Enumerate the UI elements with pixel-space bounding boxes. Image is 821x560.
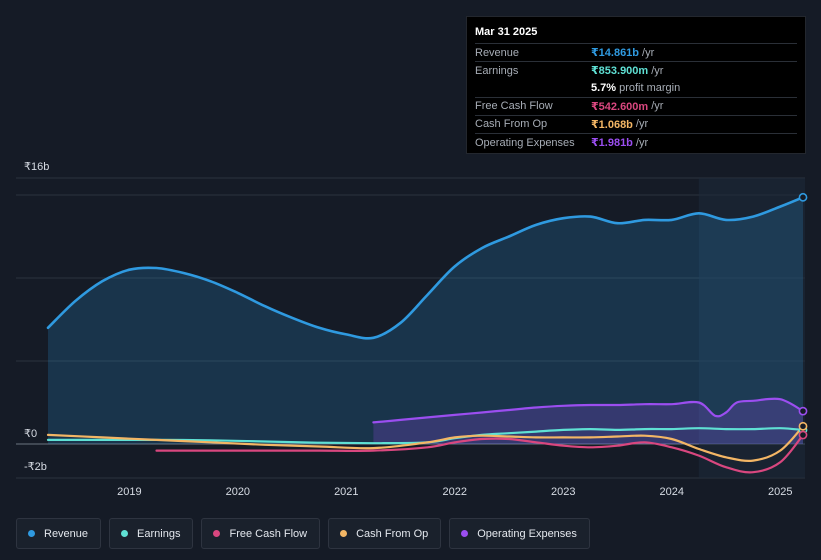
- free-cash-flow-line: [155, 433, 805, 474]
- tooltip-label: Cash From Op: [475, 118, 548, 131]
- tooltip-unit: /yr: [651, 64, 664, 77]
- x-tick-label: 2024: [660, 486, 684, 498]
- revenue-line: [46, 196, 805, 340]
- x-axis-ticks: 2019 2020 2021 2022 2023 2024 2025: [117, 486, 792, 498]
- tooltip-row: Cash From Op ₹1.068b/yr: [475, 114, 797, 133]
- legend-item-free-cash-flow[interactable]: Free Cash Flow: [201, 518, 321, 549]
- tooltip-label: Revenue: [475, 46, 520, 59]
- legend-label: Revenue: [44, 527, 89, 540]
- tooltip-date: Mar 31 2025: [475, 26, 538, 38]
- revenue-area: [48, 197, 803, 444]
- tooltip-row: Free Cash Flow ₹542.600m/yr: [475, 96, 797, 115]
- series-areas: [48, 197, 803, 444]
- legend-item-earnings[interactable]: Earnings: [109, 518, 194, 549]
- tooltip-value: ₹1.068b: [591, 118, 633, 131]
- cash-from-op-line: [46, 425, 805, 462]
- x-tick-label: 2021: [334, 486, 358, 498]
- tooltip-unit: /yr: [642, 46, 655, 59]
- tooltip-value: 5.7%: [591, 81, 617, 94]
- operating-expenses-endpoint: [798, 406, 808, 416]
- chart-legend: Revenue Earnings Free Cash Flow Cash From O…: [16, 518, 590, 549]
- tooltip-label: Operating Expenses: [475, 136, 575, 149]
- legend-item-revenue[interactable]: Revenue: [16, 518, 102, 549]
- legend-dot-icon: [121, 530, 129, 537]
- legend-label: Free Cash Flow: [229, 527, 308, 540]
- legend-label: Cash From Op: [356, 527, 429, 540]
- x-tick-label: 2023: [551, 486, 575, 498]
- x-tick-label: 2019: [117, 486, 141, 498]
- tooltip-unit: /yr: [635, 136, 649, 149]
- y-axis-ticks: ₹16b ₹0 -₹2b: [24, 161, 49, 473]
- tooltip-unit: /yr: [651, 100, 664, 113]
- tooltip-row: 5.7% profit margin: [475, 79, 797, 96]
- tooltip-value: ₹542.600m: [591, 100, 649, 113]
- y-tick-label: -₹2b: [24, 461, 47, 473]
- legend-item-cash-from-op[interactable]: Cash From Op: [328, 518, 442, 549]
- legend-label: Operating Expenses: [477, 527, 577, 540]
- y-tick-label: ₹0: [24, 428, 37, 440]
- operating-expenses-area: [373, 398, 803, 444]
- series-endpoints: [798, 192, 808, 440]
- revenue-endpoint: [798, 192, 808, 202]
- data-tooltip: Mar 31 2025 Revenue ₹14.861b/yr Earnings ₹8…: [466, 16, 806, 154]
- tooltip-row: Earnings ₹853.900m/yr: [475, 61, 797, 79]
- legend-dot-icon: [213, 530, 221, 537]
- cash-from-op-endpoint: [798, 421, 808, 431]
- x-tick-label: 2025: [768, 486, 792, 498]
- tooltip-label: Free Cash Flow: [475, 100, 553, 113]
- tooltip-value: ₹853.900m: [591, 65, 649, 78]
- x-tick-label: 2020: [226, 486, 250, 498]
- free-cash-flow-endpoint: [798, 430, 808, 440]
- series-lines: [46, 196, 805, 474]
- legend-label: Earnings: [137, 527, 181, 540]
- legend-dot-icon: [28, 530, 35, 537]
- tooltip-value: ₹14.861b: [591, 47, 640, 60]
- x-tick-label: 2022: [443, 486, 467, 498]
- tooltip-row: Revenue ₹14.861b/yr: [475, 43, 797, 61]
- earnings-line: [46, 427, 805, 445]
- legend-dot-icon: [340, 530, 348, 537]
- tooltip-row: Operating Expenses ₹1.981b/yr: [475, 132, 797, 151]
- y-tick-label: ₹16b: [24, 161, 49, 173]
- legend-item-operating-expenses[interactable]: Operating Expenses: [449, 518, 590, 549]
- tooltip-unit: profit margin: [619, 81, 681, 94]
- operating-expenses-line: [372, 397, 805, 424]
- legend-dot-icon: [461, 530, 469, 537]
- tooltip-rows: Revenue ₹14.861b/yr Earnings ₹853.900m/yr 5.…: [475, 43, 797, 151]
- tooltip-unit: /yr: [635, 118, 649, 131]
- tooltip-label: Earnings: [475, 64, 519, 77]
- tooltip-value: ₹1.981b: [591, 137, 633, 150]
